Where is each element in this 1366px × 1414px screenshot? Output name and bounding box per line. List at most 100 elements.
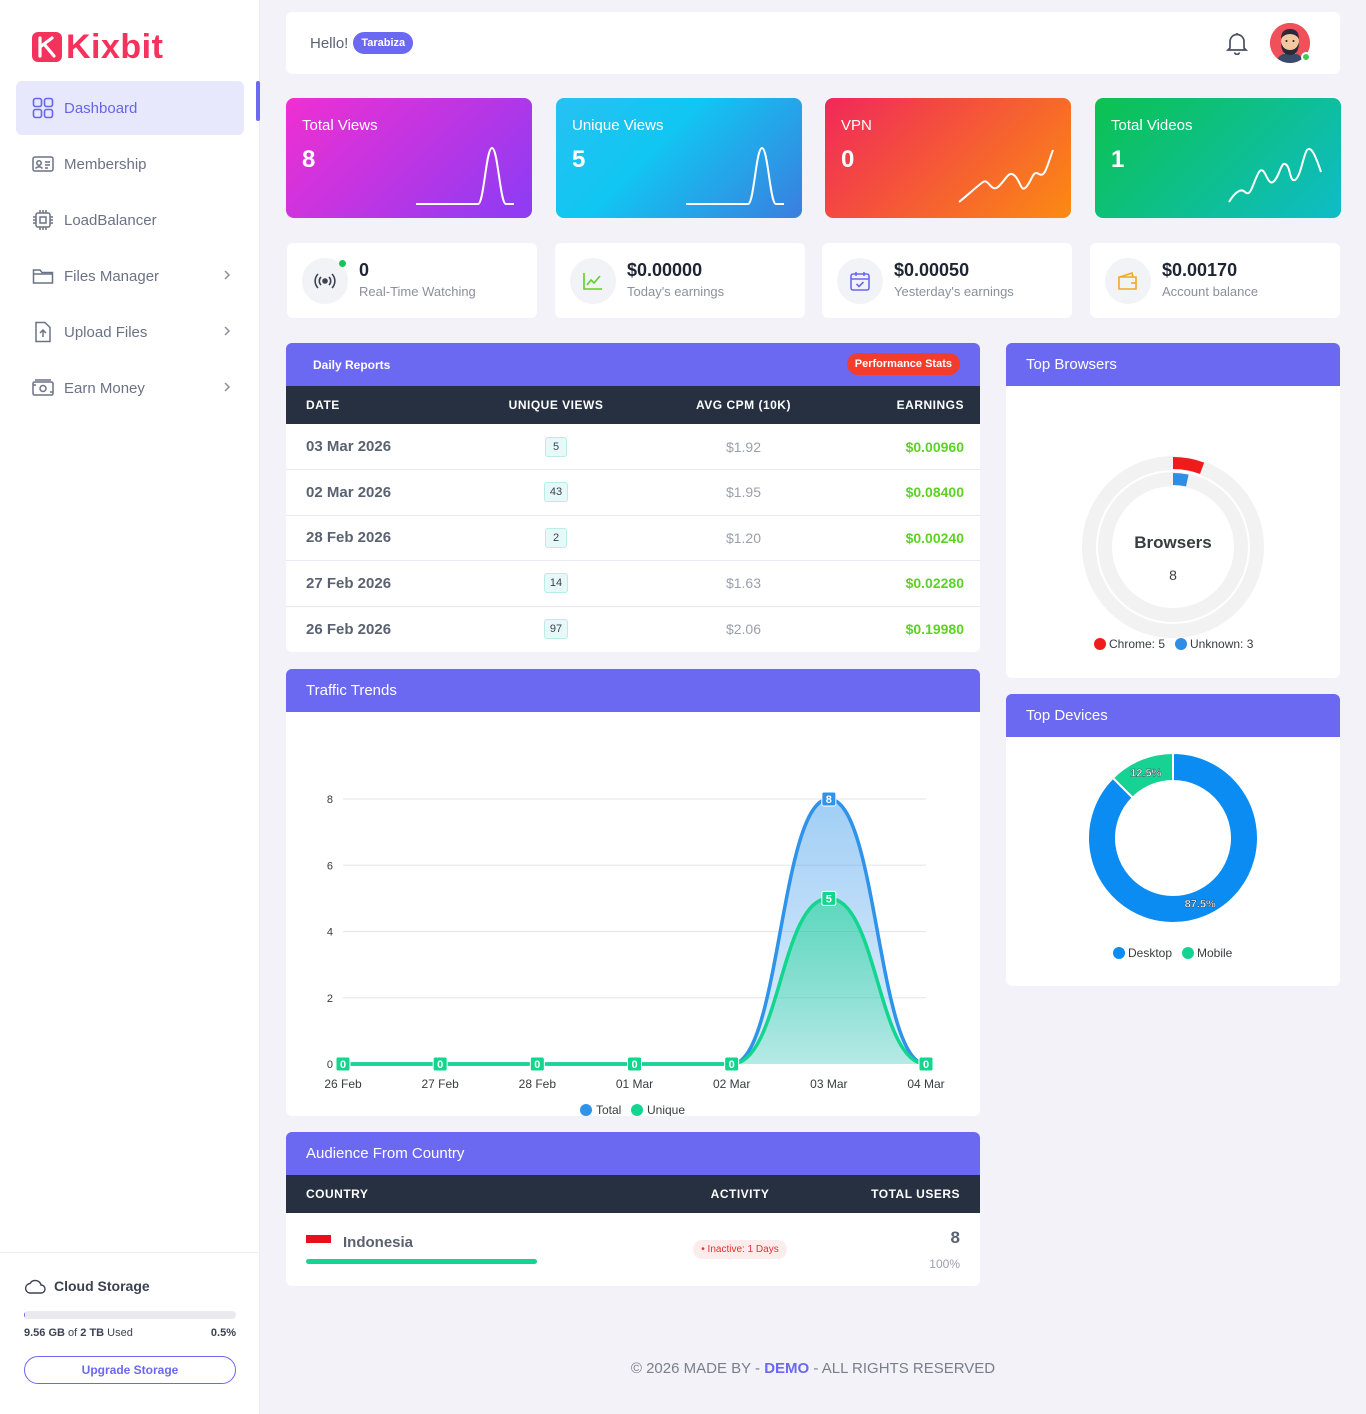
upgrade-storage-button[interactable]: Upgrade Storage — [24, 1356, 236, 1384]
upload-file-icon — [32, 321, 54, 343]
country-progress-fill — [306, 1259, 537, 1264]
sidebar-item-loadbalancer[interactable]: LoadBalancer — [16, 193, 244, 247]
avatar[interactable] — [1270, 23, 1310, 63]
data-label: 0 — [340, 1059, 346, 1071]
notification-bell-icon[interactable] — [1226, 31, 1248, 55]
cpm-cell: $1.92 — [656, 424, 831, 470]
storage-progress-fill — [24, 1311, 26, 1319]
yesterdays-earnings-card[interactable]: $0.00050 Yesterday's earnings — [822, 243, 1072, 318]
data-label-box — [918, 1056, 934, 1072]
sidebar-item-label: Dashboard — [64, 99, 138, 117]
data-label: 0 — [923, 1059, 929, 1071]
data-label: 0 — [729, 1059, 735, 1071]
panel-title: Top Devices — [1026, 707, 1108, 724]
username-badge[interactable]: Tarabiza — [353, 32, 414, 54]
account-balance-value: $0.00170 — [1162, 260, 1238, 280]
sparkline-icon — [1228, 148, 1322, 203]
y-tick-label: 4 — [327, 927, 333, 939]
column-header[interactable]: EARNINGS — [896, 398, 964, 412]
column-header[interactable]: UNIQUE VIEWS — [508, 398, 604, 412]
storage-percent: 0.5% — [210, 1327, 236, 1339]
top-browsers-panel: Top Browsers Browsers 8 Chrome: 5 Unknown… — [1006, 343, 1340, 678]
browsers-center-label: Browsers — [1134, 533, 1211, 552]
sidebar-item-earn-money[interactable]: Earn Money — [16, 361, 244, 415]
data-label: 0 — [437, 1059, 443, 1071]
data-label: 0 — [631, 1059, 637, 1071]
slice-mobile — [1111, 751, 1174, 800]
logo-icon — [32, 32, 62, 62]
online-status-dot — [1301, 52, 1311, 62]
column-header[interactable]: ACTIVITY — [710, 1187, 770, 1201]
daily-reports-panel: Daily Reports Performance Stats DATE UNI… — [286, 343, 980, 652]
users-percent: 100% — [929, 1256, 960, 1271]
sidebar-item-membership[interactable]: Membership — [16, 137, 244, 191]
y-tick-label: 0 — [327, 1059, 333, 1071]
sidebar-item-label: Earn Money — [64, 379, 145, 397]
realtime-value: 0 — [359, 260, 370, 280]
date-cell: 26 Feb 2026 — [306, 620, 392, 638]
data-label: 5 — [826, 893, 832, 905]
sidebar-nav: Dashboard Membership LoadBalancer Files … — [16, 81, 244, 417]
account-balance-card[interactable]: $0.00170 Account balance — [1090, 243, 1340, 318]
calendar-check-icon — [837, 258, 883, 304]
stat-card-total-views[interactable]: Total Views 8 — [286, 98, 532, 218]
column-header[interactable]: TOTAL USERS — [871, 1187, 960, 1201]
folder-icon — [32, 265, 54, 287]
panel-title: Audience From Country — [306, 1145, 465, 1162]
activity-badge: • Inactive: 1 Days — [693, 1240, 787, 1259]
earnings-cell: $0.02280 — [831, 560, 980, 607]
table-row: 03 Mar 2026 5 $1.92 $0.00960 — [286, 424, 980, 470]
traffic-trends-panel: Traffic Trends 0 2 4 6 8 8 0 0 0 0 0 5 0 26 Feb 27 Feb… — [286, 669, 980, 1116]
stat-card-unique-views[interactable]: Unique Views 5 — [556, 98, 802, 218]
daily-reports-table: DATE UNIQUE VIEWS AVG CPM (10K) EARNINGS… — [286, 386, 980, 652]
sidebar-item-dashboard[interactable]: Dashboard — [16, 81, 244, 135]
y-tick-label: 2 — [327, 993, 333, 1005]
column-header[interactable]: AVG CPM (10K) — [696, 398, 791, 412]
top-header: Hello! Tarabiza — [286, 12, 1340, 74]
country-table: COUNTRY ACTIVITY TOTAL USERS Indonesia • — [286, 1175, 980, 1285]
realtime-watching-card[interactable]: 0 Real-Time Watching — [287, 243, 537, 318]
y-tick-label: 8 — [327, 794, 333, 806]
stat-card-total-videos[interactable]: Total Videos 1 — [1095, 98, 1341, 218]
data-label-box — [529, 1056, 545, 1072]
column-header[interactable]: DATE — [306, 398, 340, 412]
sidebar-item-upload-files[interactable]: Upload Files — [16, 305, 244, 359]
data-label-box — [821, 890, 837, 906]
column-header[interactable]: COUNTRY — [306, 1187, 369, 1201]
brand-logo[interactable]: Kixbit — [32, 30, 163, 64]
greeting-text: Hello! — [310, 34, 349, 52]
storage-title: Cloud Storage — [54, 1278, 150, 1294]
slice-desktop — [1087, 751, 1259, 924]
top-devices-chart[interactable]: 87.5% 12.5% Desktop Mobile — [1006, 737, 1340, 986]
id-card-icon — [32, 153, 54, 175]
top-browsers-chart[interactable]: Browsers 8 Chrome: 5 Unknown: 3 — [1006, 386, 1340, 678]
sparkline-icon — [686, 146, 784, 205]
active-nav-indicator — [256, 81, 260, 121]
todays-earnings-value: $0.00000 — [627, 260, 703, 280]
todays-earnings-card[interactable]: $0.00000 Today's earnings — [555, 243, 805, 318]
unique-views-badge: 2 — [545, 527, 567, 548]
data-label: 0 — [534, 1059, 540, 1071]
stat-value: 1 — [1111, 146, 1125, 173]
footer-brand-link[interactable]: DEMO — [764, 1360, 810, 1377]
data-label: 8 — [826, 794, 832, 806]
y-tick-label: 6 — [327, 860, 333, 872]
account-balance-label: Account balance — [1162, 284, 1259, 299]
yesterdays-earnings-label: Yesterday's earnings — [894, 284, 1014, 299]
sparkline-icon — [416, 146, 514, 205]
cpu-icon — [32, 209, 54, 231]
unique-views-badge: 14 — [543, 573, 569, 594]
x-tick-label: 28 Feb — [519, 1077, 557, 1091]
data-label-box — [335, 1056, 351, 1072]
x-tick-label: 02 Mar — [713, 1077, 750, 1091]
stat-card-vpn[interactable]: VPN 0 — [825, 98, 1071, 218]
sidebar-item-files-manager[interactable]: Files Manager — [16, 249, 244, 303]
table-row: Indonesia • Inactive: 1 Days 8 100% — [286, 1213, 980, 1285]
money-icon — [32, 377, 54, 399]
chevron-right-icon — [224, 270, 231, 280]
date-cell: 02 Mar 2026 — [286, 469, 456, 516]
yesterdays-earnings-value: $0.00050 — [894, 260, 970, 280]
performance-stats-button[interactable]: Performance Stats — [846, 353, 960, 375]
stat-value: 5 — [572, 146, 586, 173]
